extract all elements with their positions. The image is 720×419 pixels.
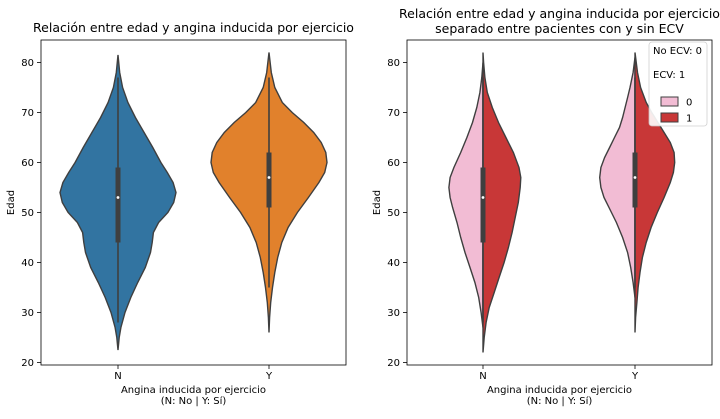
legend-swatch-0 (660, 96, 679, 107)
x-tick-label: Y (631, 371, 639, 382)
y-tick-label: 50 (21, 208, 34, 219)
y-tick-label: 30 (21, 308, 34, 319)
y-axis-label: Edad (372, 190, 383, 215)
axes-frame (40, 39, 347, 366)
y-tick-label: 70 (21, 108, 34, 119)
iqr-box-Y (266, 152, 272, 208)
x-axis-label: Angina inducida por ejercicio (487, 385, 632, 396)
y-tick-label: 50 (387, 208, 400, 219)
y-tick-label: 20 (387, 358, 400, 369)
x-axis-label: (N: No | Y: Sí) (161, 395, 227, 407)
median-marker-N (116, 196, 120, 199)
legend-note: ECV: 1 (653, 70, 685, 81)
x-tick-label: Y (265, 371, 273, 382)
chart-title: Relación entre edad y angina inducida po… (33, 20, 354, 35)
x-axis-label: Angina inducida por ejercicio (121, 385, 266, 396)
legend-swatch-1 (660, 112, 679, 123)
y-tick-label: 60 (21, 158, 34, 169)
chart-title: separado entre pacientes con y sin ECV (435, 21, 684, 36)
y-tick-label: 70 (387, 108, 400, 119)
iqr-box-N (480, 167, 486, 243)
y-axis-label: Edad (6, 190, 17, 215)
legend-note: No ECV: 0 (653, 46, 702, 57)
chart-left: Relación entre edad y angina inducida po… (6, 20, 354, 407)
chart-right: Relación entre edad y angina inducida po… (372, 6, 720, 407)
x-axis-label: (N: No | Y: Sí) (527, 395, 593, 407)
axes-frame (406, 39, 713, 366)
median-marker-N (481, 196, 485, 199)
y-tick-label: 80 (21, 58, 34, 69)
iqr-box-Y (632, 152, 638, 208)
y-tick-label: 80 (387, 58, 400, 69)
y-tick-label: 30 (387, 308, 400, 319)
x-tick-label: N (114, 371, 121, 382)
median-marker-Y (633, 176, 637, 179)
violin-half-ecv1-N (482, 52, 522, 353)
iqr-box-N (115, 167, 121, 243)
violin-half-ecv1-Y (634, 52, 676, 333)
chart-title: Relación entre edad y angina inducida po… (399, 6, 720, 21)
y-tick-label: 60 (387, 158, 400, 169)
y-tick-label: 40 (387, 258, 400, 269)
legend-label-1: 1 (686, 114, 692, 125)
x-tick-label: N (479, 371, 486, 382)
violin-half-ecv0-N (448, 62, 484, 328)
legend-label-0: 0 (686, 98, 692, 109)
y-tick-label: 20 (21, 358, 34, 369)
median-marker-Y (267, 176, 271, 179)
y-tick-label: 40 (21, 258, 34, 269)
violin-half-ecv0-Y (598, 57, 636, 298)
